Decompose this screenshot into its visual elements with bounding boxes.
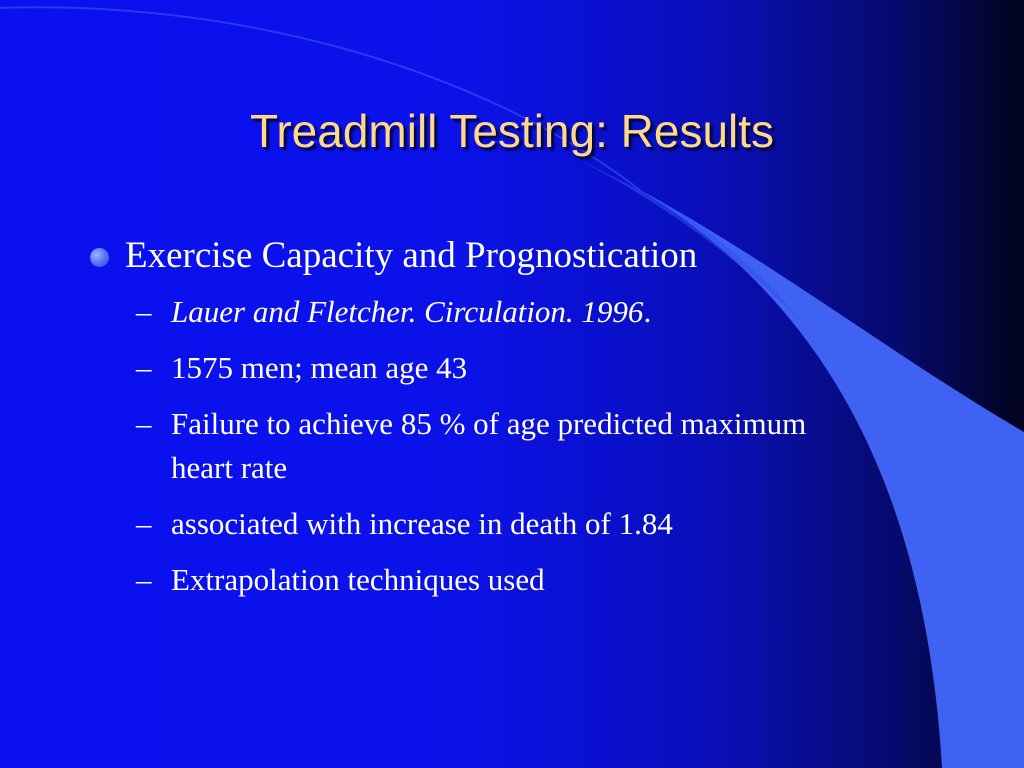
bullet-dot-icon [90, 248, 109, 267]
dash-icon: – [136, 562, 152, 597]
sub-bullet-text: Failure to achieve 85 % of age predicted… [171, 406, 807, 485]
sub-bullet-item: – Extrapolation techniques used [136, 558, 850, 602]
slide-title: Treadmill Testing: Results [249, 105, 775, 157]
citation-text: Lauer and Fletcher. Circulation. 1996 [171, 294, 644, 329]
dash-icon: – [136, 506, 152, 541]
dash-icon: – [136, 350, 152, 385]
bullet-item: Exercise Capacity and Prognostication [90, 232, 850, 280]
dash-icon: – [136, 406, 152, 441]
slide-content: Exercise Capacity and Prognostication – … [90, 232, 850, 614]
sub-bullet-text: Extrapolation techniques used [171, 562, 545, 597]
bullet-text: Exercise Capacity and Prognostication [125, 235, 698, 276]
sub-bullet-item: – 1575 men; mean age 43 [136, 346, 850, 390]
sub-bullet-text: associated with increase in death of 1.8… [171, 506, 673, 541]
sub-bullet-item: – Failure to achieve 85 % of age predict… [136, 402, 850, 490]
sub-bullet-text: 1575 men; mean age 43 [171, 350, 468, 385]
sub-bullet-list: – Lauer and Fletcher. Circulation. 1996.… [136, 290, 850, 602]
dash-icon: – [136, 294, 152, 329]
sub-bullet-item: – associated with increase in death of 1… [136, 502, 850, 546]
citation-suffix: . [643, 294, 652, 329]
sub-bullet-item: – Lauer and Fletcher. Circulation. 1996. [136, 290, 850, 334]
